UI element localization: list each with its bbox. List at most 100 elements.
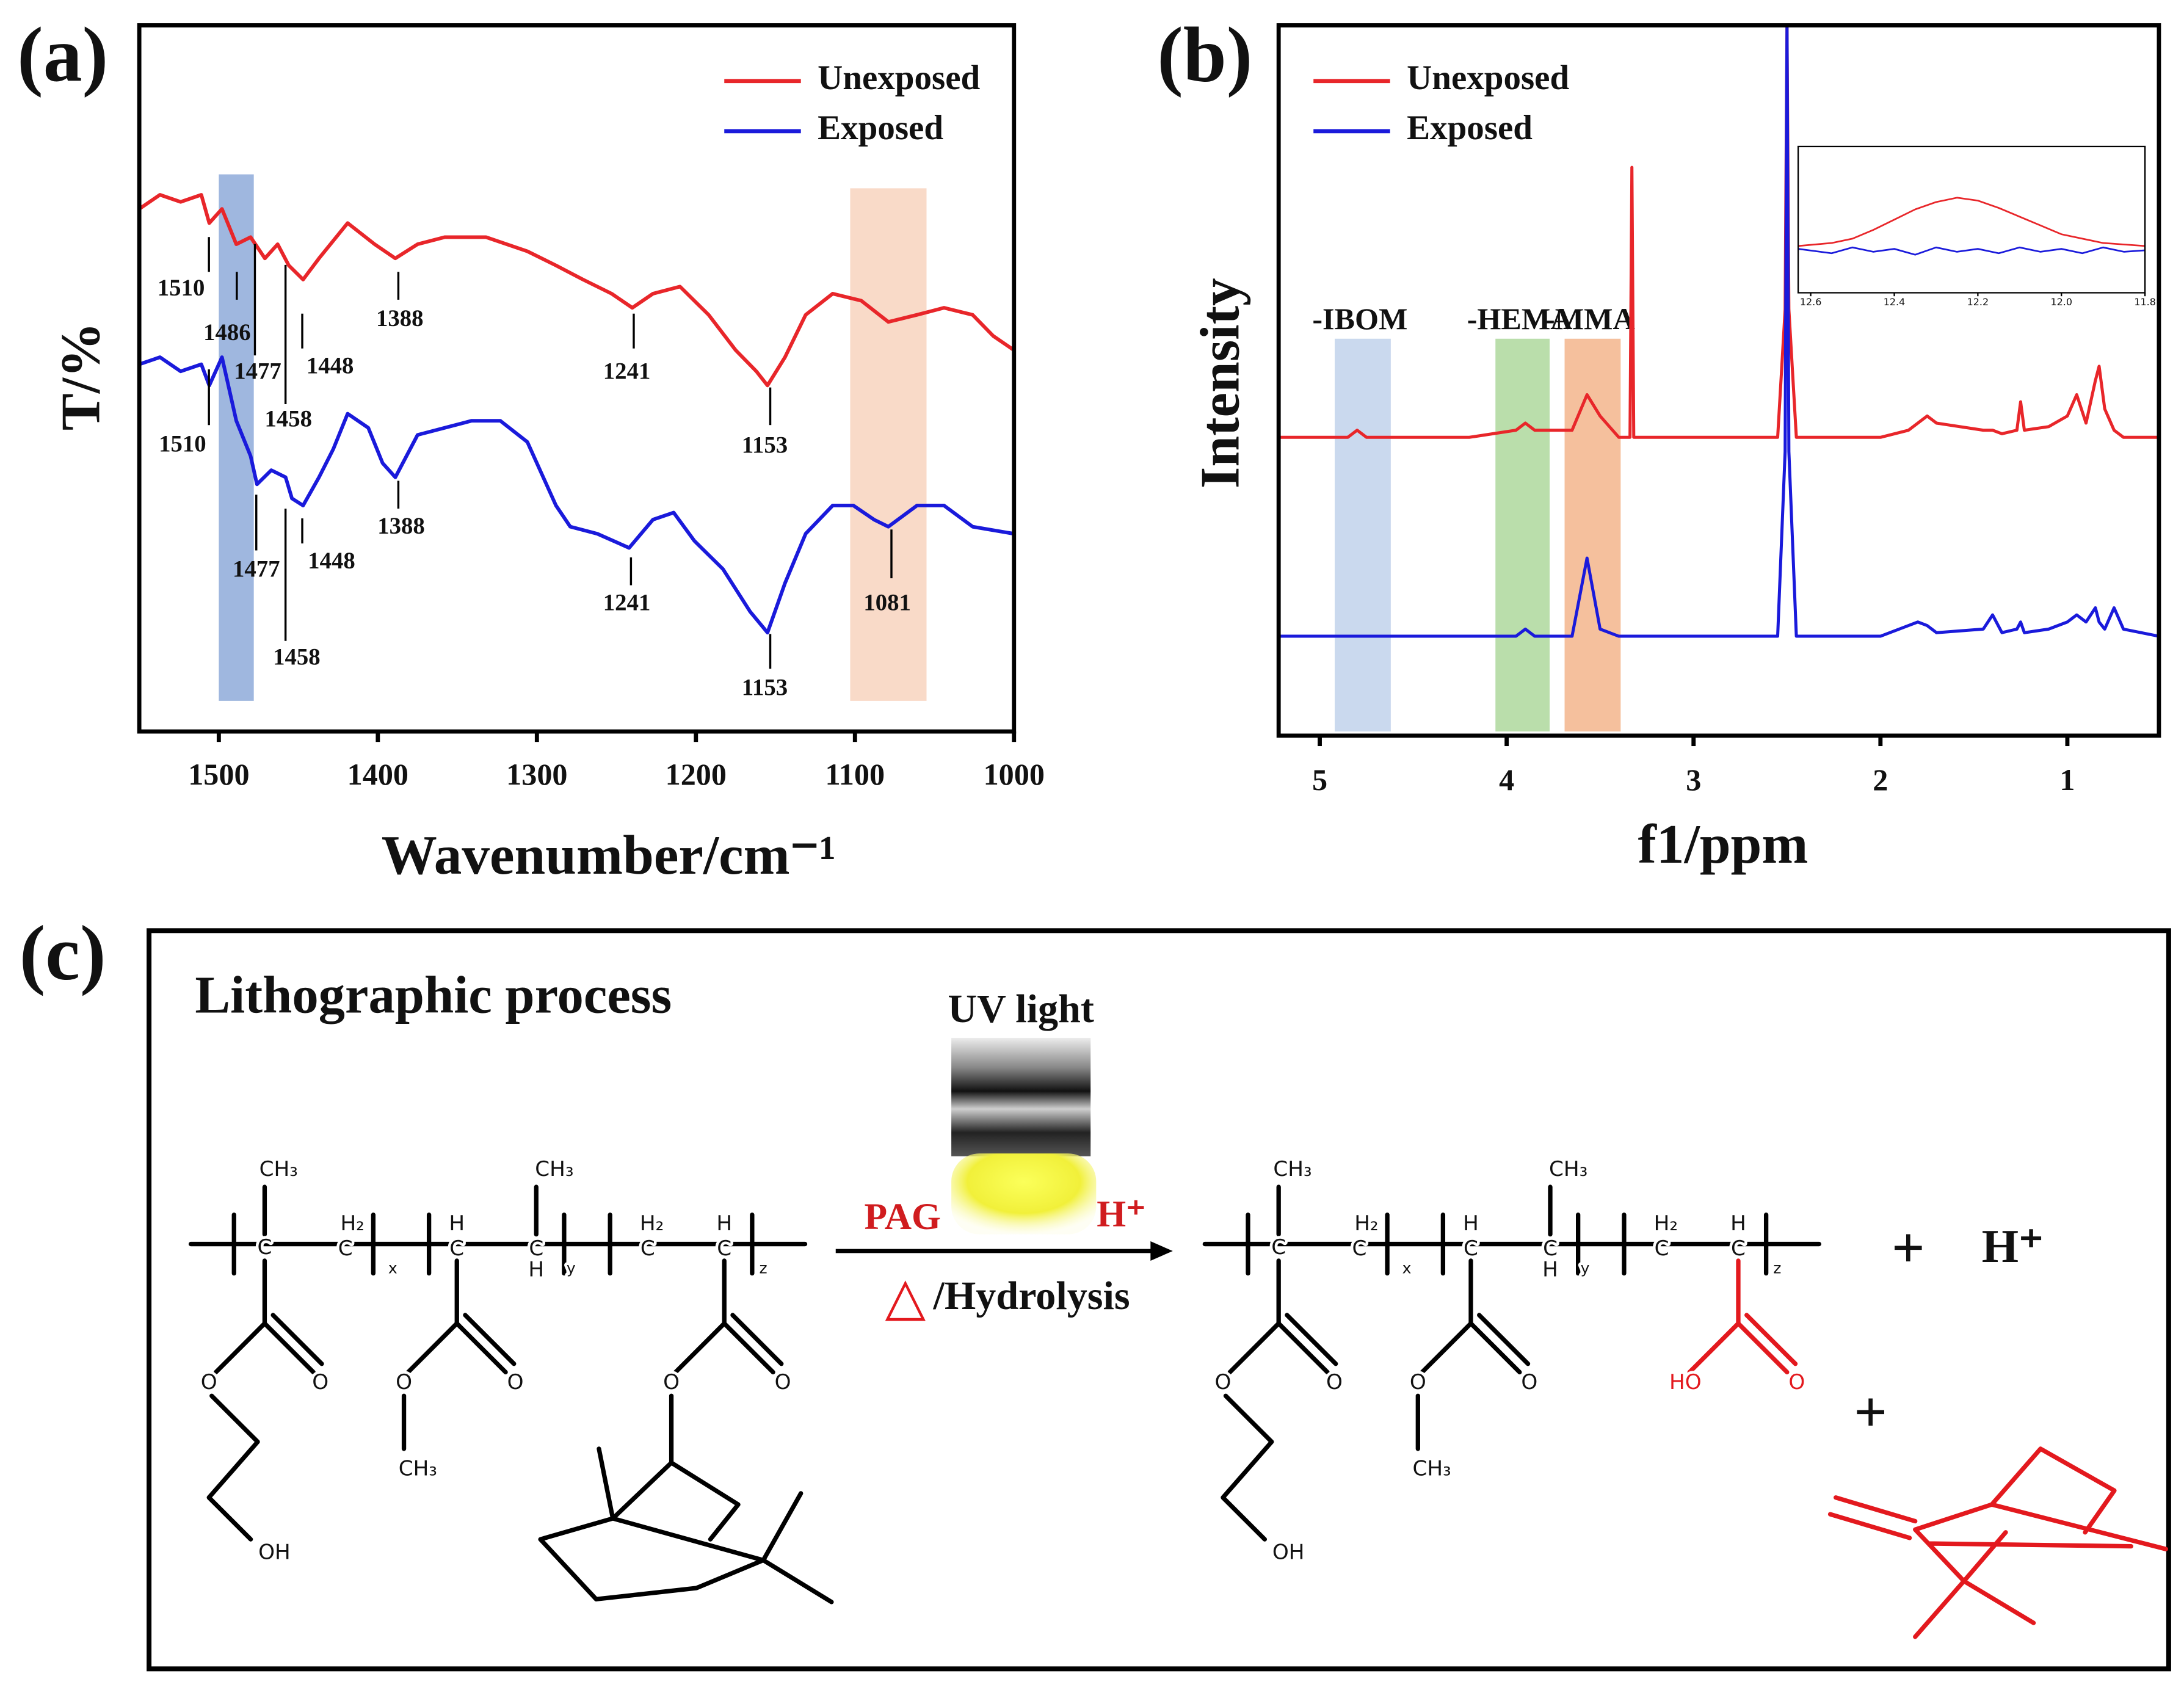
- atom-label: O: [1521, 1370, 1537, 1394]
- byproduct-bonds: [1827, 1446, 2168, 1639]
- peak-label: 1477: [233, 556, 280, 582]
- byproduct-structure: [1827, 1446, 2168, 1639]
- light-beam: [951, 1153, 1097, 1235]
- atom-label: O: [1410, 1370, 1426, 1394]
- atom-label: C: [1464, 1236, 1478, 1261]
- band-label: -HEMA: [1467, 302, 1573, 336]
- atom-label: x: [388, 1260, 397, 1277]
- peak-label: 1477: [234, 358, 281, 385]
- plus-sign: +: [1854, 1380, 1887, 1445]
- bonds: [188, 1184, 834, 1605]
- pag-label: PAG: [865, 1196, 941, 1238]
- panel-label: (c): [20, 910, 106, 996]
- x-tick-label: 12.2: [1967, 296, 1989, 308]
- lamp: [951, 1037, 1091, 1156]
- atom-label: CH₃: [259, 1157, 298, 1181]
- atom-label: O: [396, 1370, 412, 1394]
- x-axis-label: Wavenumber/cm⁻¹: [382, 824, 836, 886]
- diagram-title: Lithographic process: [195, 965, 672, 1024]
- atom-label: OH: [258, 1540, 291, 1565]
- uv-label: UV light: [948, 987, 1094, 1031]
- series-line: [1279, 23, 2159, 439]
- series-line: [139, 355, 1015, 635]
- atom-label: CH₃: [535, 1157, 573, 1181]
- atom-label: C: [449, 1236, 464, 1261]
- x-tick-label: 12.4: [1884, 296, 1906, 308]
- x-tick-label: 3: [1686, 763, 1701, 797]
- atom-label: CH₃: [1549, 1157, 1587, 1181]
- plot-frame: [1276, 23, 2161, 738]
- peak-label: 1388: [377, 513, 425, 539]
- peak-label: 1510: [158, 275, 205, 301]
- peak-label: 1153: [742, 432, 788, 459]
- atom-label: H: [1463, 1211, 1479, 1236]
- peak-label: 1458: [264, 405, 312, 432]
- x-tick-label: 1400: [347, 757, 408, 791]
- chart: -IBOM -HEMA-MMA 5 4 3 2 1 f1/ppm Intensity (b) Une…: [1157, 11, 2161, 875]
- peak-label: 1510: [159, 430, 206, 457]
- series-line: [1798, 197, 2146, 247]
- atom-label: z: [760, 1260, 767, 1277]
- atom-label: OH: [1272, 1540, 1305, 1565]
- atom-label: H: [716, 1211, 732, 1236]
- panel-label: (a): [17, 11, 108, 98]
- x-tick-label: 1200: [666, 757, 727, 791]
- atom-label: H₂: [640, 1211, 664, 1236]
- peak-label: 1388: [376, 305, 424, 332]
- atom-label: C: [1655, 1236, 1669, 1261]
- x-tick-label: 1300: [506, 757, 567, 791]
- atom-label: H: [528, 1257, 544, 1282]
- atom-label: H: [1730, 1211, 1746, 1236]
- peak-label: 1153: [742, 675, 788, 701]
- atom-label: O: [312, 1370, 328, 1394]
- x-tick-label: 1: [2059, 763, 2075, 797]
- x-tick-label: 12.6: [1800, 296, 1822, 308]
- atom-label: y: [567, 1260, 576, 1277]
- atom-label: C: [1731, 1236, 1746, 1261]
- atom-label: O: [1214, 1370, 1231, 1394]
- legend-label: Exposed: [1407, 109, 1533, 147]
- peak-label: 1458: [273, 644, 321, 670]
- peak-label: 1448: [307, 353, 354, 379]
- acid-bonds: [1687, 1258, 1798, 1375]
- atom-label: z: [1773, 1260, 1781, 1277]
- y-axis-label: T/%: [49, 322, 111, 430]
- peak-label: 1081: [863, 589, 911, 615]
- atom-label: O: [1788, 1370, 1805, 1394]
- atom-label: H₂: [340, 1211, 364, 1236]
- acid-label: H⁺: [1097, 1193, 1145, 1235]
- arrow-head: [1150, 1241, 1173, 1261]
- x-tick-label: 4: [1499, 763, 1514, 797]
- atom-label: O: [507, 1370, 524, 1394]
- peak-label: 1241: [603, 358, 651, 385]
- x-axis-label: f1/ppm: [1638, 813, 1808, 875]
- y-axis-label: Intensity: [1189, 278, 1250, 488]
- atom-label: H: [1542, 1257, 1558, 1282]
- plus-sign: +: [1892, 1216, 1925, 1280]
- band-label: -IBOM: [1312, 302, 1407, 336]
- x-tick-label: 1000: [984, 757, 1045, 791]
- x-tick-label: 5: [1312, 763, 1327, 797]
- atom-label: CH₃: [1412, 1457, 1451, 1481]
- atom-label: C: [717, 1236, 731, 1261]
- x-tick-label: 1100: [825, 757, 885, 791]
- x-tick-label: 2: [1873, 763, 1888, 797]
- legend-label: Unexposed: [1407, 59, 1569, 97]
- atom-label: C: [1352, 1236, 1367, 1261]
- atom-label: C: [1543, 1236, 1558, 1261]
- highlight-band: [850, 188, 927, 701]
- panel-frame: [147, 928, 2171, 1672]
- atom-label: CH₃: [1273, 1157, 1311, 1181]
- plot-frame: [137, 23, 1017, 734]
- chart: 12.6 12.4 12.2 12.0 11.8: [1797, 145, 2156, 308]
- atom-label: H: [449, 1211, 465, 1236]
- atom-label: CH₃: [399, 1457, 437, 1481]
- atom-label: H₂: [1654, 1211, 1678, 1236]
- chart: 1500 1400 1300 1200 1100 1000 Wavenumber/cm⁻¹ T…: [17, 11, 1045, 886]
- heat-symbol: △: [885, 1266, 926, 1327]
- atom-label: C: [257, 1235, 272, 1260]
- atom-label: H₂: [1354, 1211, 1378, 1236]
